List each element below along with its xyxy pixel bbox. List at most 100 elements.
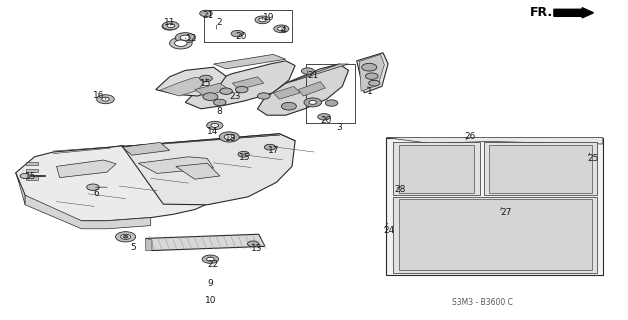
Polygon shape (16, 173, 25, 205)
Polygon shape (392, 142, 480, 195)
Circle shape (365, 73, 378, 79)
Circle shape (211, 124, 219, 127)
Polygon shape (122, 134, 295, 205)
Polygon shape (160, 77, 207, 96)
Polygon shape (57, 160, 116, 178)
Text: 8: 8 (217, 108, 222, 116)
Polygon shape (16, 134, 295, 221)
Polygon shape (386, 138, 603, 275)
Polygon shape (359, 54, 384, 91)
Text: 12: 12 (186, 34, 197, 43)
Bar (26, 169, 38, 172)
Circle shape (257, 93, 270, 99)
Circle shape (203, 93, 218, 100)
Text: 15: 15 (200, 79, 211, 88)
Circle shape (121, 234, 131, 239)
Polygon shape (484, 142, 597, 195)
Circle shape (231, 30, 244, 37)
Circle shape (175, 33, 195, 43)
Polygon shape (386, 138, 603, 144)
Text: 21: 21 (202, 11, 214, 20)
Circle shape (162, 22, 177, 30)
Text: 5: 5 (131, 243, 136, 252)
Circle shape (301, 68, 314, 74)
Circle shape (224, 134, 234, 140)
Circle shape (238, 151, 249, 157)
Bar (26, 176, 38, 180)
Text: 21: 21 (308, 71, 319, 80)
Circle shape (170, 37, 192, 49)
Text: 19: 19 (263, 13, 274, 22)
Circle shape (207, 257, 214, 261)
Polygon shape (156, 67, 226, 96)
Polygon shape (273, 86, 300, 99)
Text: 2: 2 (217, 18, 222, 27)
Text: 18: 18 (225, 134, 236, 143)
Polygon shape (176, 163, 220, 179)
Circle shape (274, 25, 289, 33)
Text: 13: 13 (251, 244, 263, 253)
Text: 16: 16 (93, 92, 104, 100)
Text: 27: 27 (500, 208, 511, 217)
Text: 25: 25 (588, 154, 599, 163)
Text: 1: 1 (367, 87, 372, 96)
Polygon shape (286, 64, 349, 83)
Text: 22: 22 (207, 260, 219, 269)
Text: S3M3 - B3600 C: S3M3 - B3600 C (452, 298, 513, 307)
Polygon shape (392, 197, 597, 273)
Circle shape (247, 241, 259, 247)
Polygon shape (232, 77, 264, 90)
Polygon shape (122, 142, 170, 155)
Bar (26, 162, 38, 165)
Polygon shape (214, 54, 286, 69)
Circle shape (325, 100, 338, 106)
Circle shape (123, 236, 128, 238)
Polygon shape (298, 82, 325, 96)
Circle shape (362, 63, 377, 71)
Circle shape (116, 232, 136, 242)
Polygon shape (257, 64, 349, 115)
Polygon shape (138, 157, 214, 173)
Polygon shape (357, 53, 388, 93)
Circle shape (87, 184, 99, 190)
Text: 17: 17 (268, 146, 279, 155)
Text: 28: 28 (394, 185, 406, 194)
Polygon shape (25, 195, 151, 229)
Text: 9: 9 (207, 279, 214, 288)
Text: 15: 15 (239, 153, 250, 162)
Text: 20: 20 (236, 32, 247, 41)
Polygon shape (146, 234, 265, 251)
Circle shape (20, 173, 30, 179)
Circle shape (220, 88, 232, 94)
Polygon shape (399, 145, 474, 193)
Circle shape (369, 80, 380, 86)
Circle shape (207, 121, 223, 130)
Text: 10: 10 (205, 296, 216, 305)
Circle shape (175, 40, 187, 46)
Circle shape (259, 18, 266, 22)
Text: 4: 4 (281, 26, 286, 35)
Polygon shape (489, 145, 592, 193)
Text: 20: 20 (320, 116, 332, 125)
Circle shape (202, 255, 219, 263)
Circle shape (97, 95, 114, 104)
Text: 6: 6 (93, 189, 99, 198)
Polygon shape (185, 61, 295, 109)
Circle shape (278, 27, 285, 31)
Text: 24: 24 (383, 226, 394, 235)
Circle shape (264, 144, 276, 150)
Text: 26: 26 (465, 132, 476, 141)
Text: 11: 11 (164, 18, 175, 27)
Circle shape (281, 102, 296, 110)
Text: 23: 23 (229, 92, 241, 101)
Circle shape (318, 114, 330, 120)
Circle shape (180, 35, 190, 40)
Circle shape (167, 24, 175, 28)
Circle shape (304, 98, 322, 107)
Circle shape (200, 10, 212, 17)
Circle shape (255, 16, 270, 24)
Circle shape (219, 132, 239, 142)
Circle shape (102, 97, 109, 101)
Polygon shape (399, 199, 592, 270)
Text: FR.: FR. (529, 6, 553, 19)
